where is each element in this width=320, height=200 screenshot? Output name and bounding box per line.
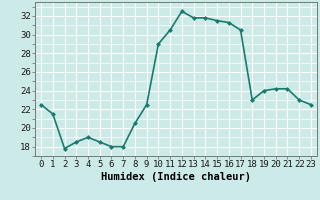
X-axis label: Humidex (Indice chaleur): Humidex (Indice chaleur) [101, 172, 251, 182]
